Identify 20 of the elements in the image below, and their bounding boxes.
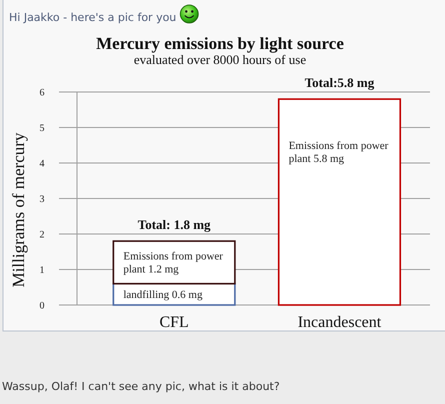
x-tick-label: CFL [159,314,189,331]
total-label: Total:5.8 mg [304,75,375,90]
y-tick-label: 5 [40,123,44,134]
chart-subtitle: evaluated over 8000 hours of use [134,52,306,67]
y-tick-label: 6 [40,88,44,98]
data-label: landfilling 0.6 mg [123,288,204,301]
y-tick-label: 1 [40,265,44,276]
x-tick-label: Incandescent [298,314,382,331]
y-tick-label: 4 [40,158,44,170]
y-axis-title: Milligrams of mercury [9,132,28,288]
text: Hi Jaakko - here's a pic for you [9,11,176,24]
data-label: Emissions from power plant 1.2 mg [123,250,224,276]
chart-title: Mercury emissions by light source [96,34,344,53]
data-label: Emissions from power plant 5.8 mg [288,140,389,166]
text: Wassup, Olaf! I can't see any pic, what is it about? [2,380,280,393]
bar [278,98,402,306]
y-tick-label: 3 [40,194,44,205]
y-tick-label: 2 [40,230,44,240]
y-tick-label: 0 [40,300,44,312]
total-label: Total: 1.8 mg [138,217,212,232]
